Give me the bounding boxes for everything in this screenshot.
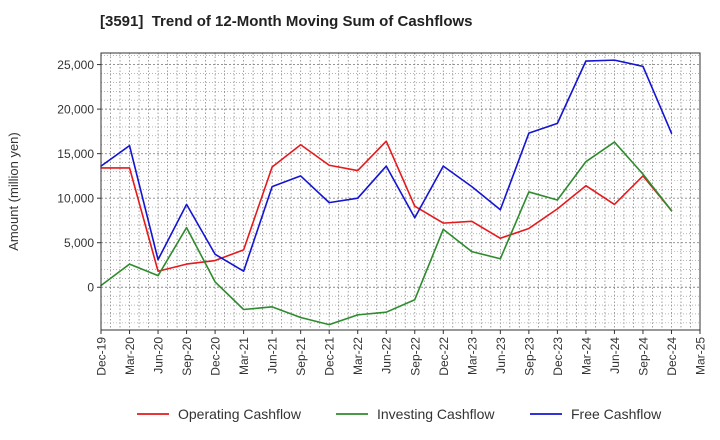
chart-title: [3591] Trend of 12-Month Moving Sum of C… bbox=[100, 13, 473, 30]
y-tick-label: 25,000 bbox=[57, 58, 94, 72]
x-tick-label: Dec-22 bbox=[437, 337, 451, 376]
x-tick-label: Sep-22 bbox=[408, 337, 422, 376]
x-tick-label: Sep-20 bbox=[180, 337, 194, 376]
grid-layer bbox=[101, 53, 700, 330]
y-axis-label: Amount (million yen) bbox=[6, 132, 21, 251]
series-line-free-cashflow bbox=[100, 59, 673, 273]
legend-label-operating-cashflow: Operating Cashflow bbox=[178, 406, 302, 422]
x-tick-label: Dec-21 bbox=[323, 337, 337, 376]
x-tick-label: Sep-21 bbox=[294, 337, 308, 376]
x-tick-layer: Dec-19 Mar-20 Jun-20 Sep-20 Dec-20 Mar-21 Jun-… bbox=[95, 330, 708, 376]
x-tick-label: Sep-24 bbox=[636, 337, 650, 376]
x-tick-label: Mar-24 bbox=[579, 337, 593, 375]
y-tick-layer: 0 5,000 10,000 15,000 20,000 25,000 bbox=[57, 58, 101, 295]
x-tick-label: Sep-23 bbox=[522, 337, 536, 376]
x-tick-label: Dec-20 bbox=[209, 337, 223, 376]
legend-label-free-cashflow: Free Cashflow bbox=[571, 406, 662, 422]
x-tick-label: Mar-20 bbox=[123, 337, 137, 375]
plot-frame bbox=[100, 52, 701, 331]
series-line-investing-cashflow bbox=[100, 141, 673, 326]
y-tick-label: 10,000 bbox=[57, 192, 94, 206]
y-tick-label: 15,000 bbox=[57, 147, 94, 161]
y-tick-label: 20,000 bbox=[57, 103, 94, 117]
x-tick-label: Mar-23 bbox=[465, 337, 479, 375]
y-tick-label: 0 bbox=[87, 281, 94, 295]
x-tick-label: Jun-22 bbox=[380, 337, 394, 374]
series-line-operating-cashflow bbox=[100, 140, 673, 273]
x-tick-label: Mar-21 bbox=[237, 337, 251, 375]
x-tick-label: Mar-25 bbox=[694, 337, 708, 375]
x-tick-label: Dec-24 bbox=[665, 337, 679, 376]
y-tick-label: 5,000 bbox=[64, 236, 94, 250]
x-tick-label: Dec-23 bbox=[551, 337, 565, 376]
x-tick-label: Jun-21 bbox=[266, 337, 280, 374]
series-layer bbox=[100, 59, 673, 326]
x-tick-label: Mar-22 bbox=[351, 337, 365, 375]
legend-label-investing-cashflow: Investing Cashflow bbox=[377, 406, 495, 422]
legend: Operating Cashflow Investing Cashflow Free… bbox=[137, 406, 662, 422]
x-tick-label: Jun-23 bbox=[494, 337, 508, 374]
x-tick-label: Dec-19 bbox=[95, 337, 109, 376]
x-tick-label: Jun-20 bbox=[152, 337, 166, 374]
x-tick-label: Jun-24 bbox=[608, 337, 622, 374]
